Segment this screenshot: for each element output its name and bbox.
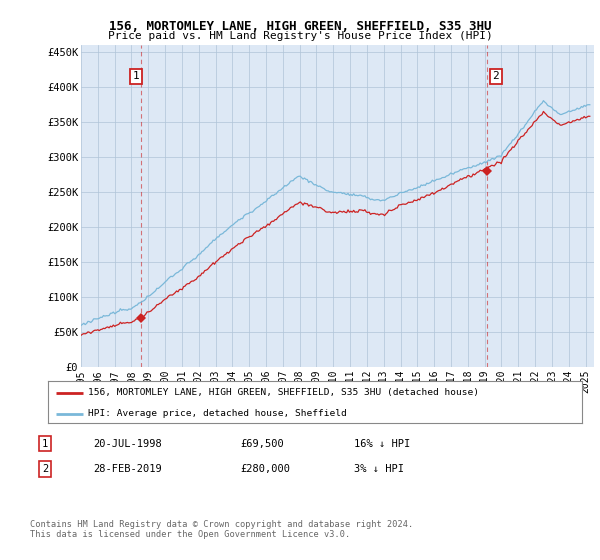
Text: Contains HM Land Registry data © Crown copyright and database right 2024.
This d: Contains HM Land Registry data © Crown c… — [30, 520, 413, 539]
Text: Price paid vs. HM Land Registry's House Price Index (HPI): Price paid vs. HM Land Registry's House … — [107, 31, 493, 41]
Text: 1: 1 — [42, 438, 48, 449]
Text: 2: 2 — [493, 71, 499, 81]
Text: 156, MORTOMLEY LANE, HIGH GREEN, SHEFFIELD, S35 3HU (detached house): 156, MORTOMLEY LANE, HIGH GREEN, SHEFFIE… — [88, 388, 479, 397]
Text: 20-JUL-1998: 20-JUL-1998 — [93, 438, 162, 449]
Text: 28-FEB-2019: 28-FEB-2019 — [93, 464, 162, 474]
Text: 3% ↓ HPI: 3% ↓ HPI — [354, 464, 404, 474]
Text: 156, MORTOMLEY LANE, HIGH GREEN, SHEFFIELD, S35 3HU: 156, MORTOMLEY LANE, HIGH GREEN, SHEFFIE… — [109, 20, 491, 33]
Text: 1: 1 — [132, 71, 139, 81]
Text: 16% ↓ HPI: 16% ↓ HPI — [354, 438, 410, 449]
Text: HPI: Average price, detached house, Sheffield: HPI: Average price, detached house, Shef… — [88, 409, 347, 418]
Text: £69,500: £69,500 — [240, 438, 284, 449]
Text: 2: 2 — [42, 464, 48, 474]
Text: £280,000: £280,000 — [240, 464, 290, 474]
